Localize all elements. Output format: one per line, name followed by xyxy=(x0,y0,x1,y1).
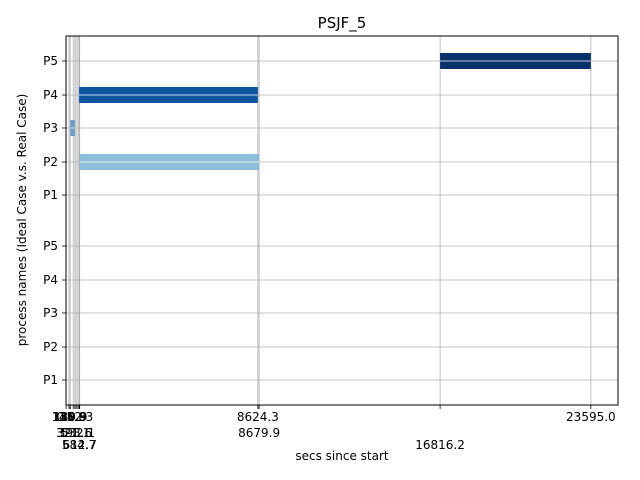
x-tick-label: 612.7 xyxy=(63,438,97,452)
plot-frame xyxy=(65,35,619,406)
x-tick-label: 130.8 xyxy=(52,410,86,424)
x-tick-label: 584.7 xyxy=(62,438,96,452)
x-tick-label: 321.1 xyxy=(56,426,90,440)
y-tick-label: P5 xyxy=(43,54,58,68)
bars xyxy=(70,53,591,170)
x-tick-label: 23595.0 xyxy=(566,410,616,424)
x-tick-label: 16816.2 xyxy=(415,438,465,452)
x-tick-label: 452.3 xyxy=(59,410,93,424)
y-tick-label: P2 xyxy=(43,155,58,169)
x-tick-label: 8624.3 xyxy=(237,410,279,424)
y-tick-label: P5 xyxy=(43,239,58,253)
y-tick-label: P1 xyxy=(43,373,58,387)
x-tick-label: 131.9 xyxy=(52,410,86,424)
x-axis-label: secs since start xyxy=(295,449,389,463)
x-tick-label: 398.6 xyxy=(58,426,92,440)
y-axis-label: process names (Ideal Case v.s. Real Case… xyxy=(15,94,29,347)
x-tick-label: 532.1 xyxy=(61,426,95,440)
y-ticks: P1 P2 P3 P4 P5 P1 P2 P3 P4 P5 xyxy=(43,54,66,387)
y-tick-label: P2 xyxy=(43,340,58,354)
y-tick-label: P3 xyxy=(43,306,58,320)
chart-title: PSJF_5 xyxy=(318,14,367,33)
y-tick-label: P4 xyxy=(43,273,58,287)
y-tick-label: P3 xyxy=(43,121,58,135)
y-tick-label: P1 xyxy=(43,188,58,202)
x-tick-label: 0.0 xyxy=(57,410,76,424)
x-tick-label: 8679.9 xyxy=(238,426,280,440)
x-tick-label: 189.9 xyxy=(53,410,87,424)
y-tick-label: P4 xyxy=(43,88,58,102)
